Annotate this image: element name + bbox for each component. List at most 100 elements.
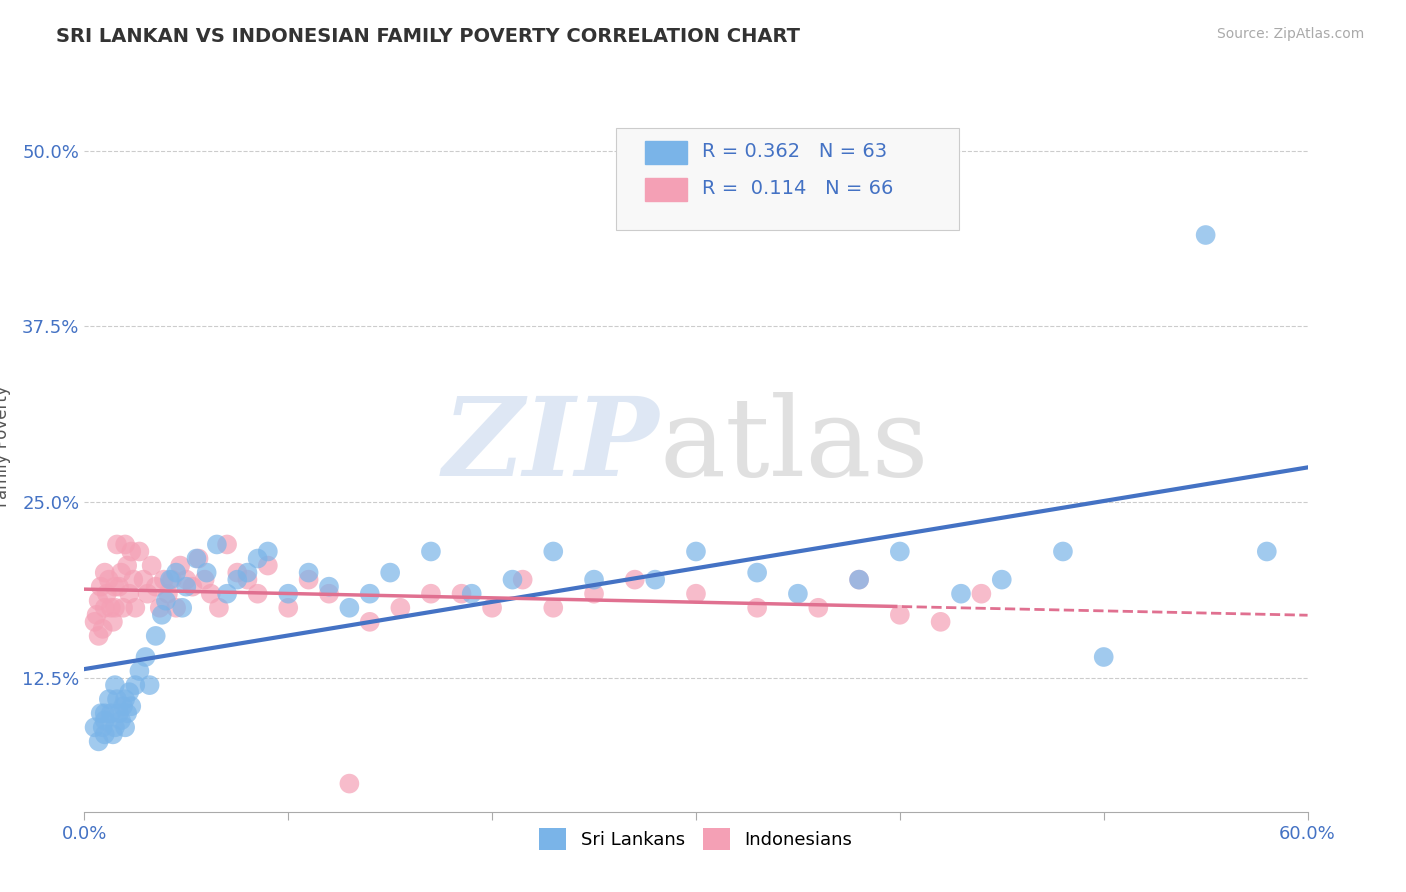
Sri Lankans [277,587,299,601]
Indonesians [104,600,127,615]
Text: atlas: atlas [659,392,929,500]
Sri Lankans [120,699,142,714]
Sri Lankans [155,593,177,607]
Indonesians [929,615,952,629]
Indonesians [136,587,159,601]
Indonesians [226,566,249,580]
Sri Lankans [205,537,228,551]
Sri Lankans [950,587,973,601]
Sri Lankans [359,587,381,601]
Bar [644,178,688,201]
Sri Lankans [461,587,484,601]
Sri Lankans [97,692,120,706]
Sri Lankans [420,544,443,558]
Sri Lankans [165,566,187,580]
Indonesians [87,593,110,607]
Sri Lankans [644,573,666,587]
Text: ZIP: ZIP [443,392,659,500]
Indonesians [181,580,204,594]
Sri Lankans [889,544,911,558]
Sri Lankans [195,566,218,580]
Sri Lankans [104,678,127,692]
Indonesians [145,580,167,594]
Indonesians [128,544,150,558]
Sri Lankans [1256,544,1278,558]
Indonesians [389,600,412,615]
Indonesians [187,551,209,566]
Text: Source: ZipAtlas.com: Source: ZipAtlas.com [1216,27,1364,41]
FancyBboxPatch shape [616,128,959,230]
Sri Lankans [991,573,1014,587]
Sri Lankans [124,678,146,692]
Indonesians [208,600,231,615]
Text: R = 0.362   N = 63: R = 0.362 N = 63 [702,143,887,161]
Sri Lankans [502,573,524,587]
Sri Lankans [174,580,197,594]
Indonesians [685,587,707,601]
Sri Lankans [104,720,127,734]
Indonesians [318,587,340,601]
Indonesians [90,580,112,594]
Sri Lankans [159,573,181,587]
Sri Lankans [172,600,194,615]
Indonesians [120,544,142,558]
Indonesians [257,558,280,573]
Indonesians [96,587,118,601]
Indonesians [165,600,187,615]
Sri Lankans [1195,227,1218,242]
Indonesians [101,615,124,629]
Sri Lankans [217,587,239,601]
Indonesians [174,573,197,587]
Indonesians [108,580,131,594]
Sri Lankans [1092,650,1115,665]
Y-axis label: Family Poverty: Family Poverty [0,385,11,507]
Legend: Sri Lankans, Indonesians: Sri Lankans, Indonesians [533,821,859,857]
Indonesians [217,537,239,551]
Indonesians [93,600,115,615]
Indonesians [100,600,122,615]
Indonesians [583,587,606,601]
Sri Lankans [747,566,769,580]
Indonesians [298,573,321,587]
Indonesians [112,600,135,615]
Indonesians [624,573,647,587]
Indonesians [91,622,114,636]
Sri Lankans [1052,544,1074,558]
Text: R =  0.114   N = 66: R = 0.114 N = 66 [702,179,893,198]
Sri Lankans [246,551,269,566]
Indonesians [236,573,259,587]
Indonesians [114,537,136,551]
Sri Lankans [115,706,138,721]
Indonesians [481,600,503,615]
Sri Lankans [380,566,402,580]
Indonesians [848,573,870,587]
Sri Lankans [543,544,565,558]
Indonesians [543,600,565,615]
Indonesians [339,776,361,790]
Indonesians [512,573,534,587]
Sri Lankans [83,720,105,734]
Indonesians [970,587,993,601]
Indonesians [194,573,217,587]
Sri Lankans [226,573,249,587]
Sri Lankans [93,714,115,728]
Indonesians [132,573,155,587]
Indonesians [124,600,146,615]
Indonesians [83,615,105,629]
Sri Lankans [105,692,128,706]
Indonesians [141,558,163,573]
Sri Lankans [787,587,810,601]
Sri Lankans [298,566,321,580]
Sri Lankans [186,551,208,566]
Indonesians [246,587,269,601]
Indonesians [87,629,110,643]
Indonesians [160,573,183,587]
Bar [644,141,688,164]
Sri Lankans [114,692,136,706]
Sri Lankans [118,685,141,699]
Sri Lankans [114,720,136,734]
Sri Lankans [90,706,112,721]
Indonesians [277,600,299,615]
Sri Lankans [848,573,870,587]
Indonesians [169,558,191,573]
